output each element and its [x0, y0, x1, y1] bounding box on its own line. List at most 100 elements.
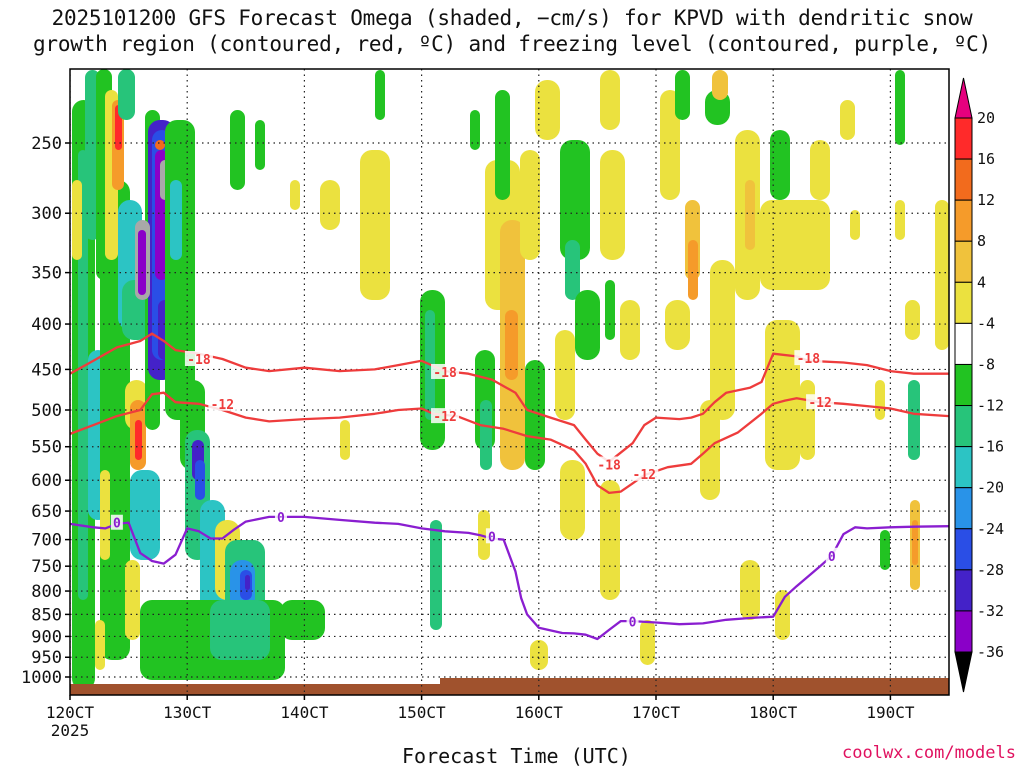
- colorbar-label: 20: [977, 109, 995, 127]
- colorbar-swatch: [954, 446, 973, 489]
- colorbar-swatch: [954, 610, 973, 653]
- x-axis-title: Forecast Time (UTC): [402, 744, 631, 768]
- omega-shade-cell: [135, 420, 142, 460]
- colorbar-swatch: [954, 281, 973, 324]
- omega-shade-cell: [665, 300, 690, 350]
- omega-shade-cell: [78, 150, 88, 600]
- y-tick-label: 700: [31, 531, 62, 551]
- contour-line: [70, 391, 949, 495]
- omega-shade-cell: [895, 200, 905, 240]
- colorbar-label: -24: [977, 520, 1004, 538]
- omega-shade-cell: [495, 90, 510, 200]
- contour-labels: -18 -18 -18 -18 -12 -12 -12 -12 0 0 0 0 0: [110, 350, 838, 631]
- colorbar: 20 16 12 8 4 -4 -8 -12 -16 -20 -24 -28 -32 -36: [954, 77, 1004, 693]
- y-tick-label: 450: [31, 360, 62, 380]
- x-tick-label: 180CT: [749, 703, 798, 722]
- x-tick-label: 190CT: [866, 703, 915, 722]
- omega-shade-cell: [170, 180, 182, 260]
- colorbar-label: 4: [977, 273, 986, 291]
- omega-shade-cell: [935, 200, 949, 350]
- colorbar-swatch: [954, 199, 973, 242]
- omega-shade-cell: [908, 380, 920, 460]
- credit-link[interactable]: coolwx.com/models: [842, 743, 1016, 763]
- omega-shade-cell: [525, 360, 545, 470]
- contour-label-bg: [595, 456, 624, 472]
- omega-shade-cell: [535, 80, 560, 140]
- contour-label-bg: [184, 351, 213, 367]
- colorbar-label: -32: [977, 602, 1004, 620]
- x-tick-label: 140CT: [280, 703, 329, 722]
- omega-shading: [72, 69, 949, 690]
- colorbar-swatch: [954, 569, 973, 612]
- omega-shade-cell: [675, 70, 690, 120]
- omega-shade-cell: [850, 210, 860, 240]
- contour-label-bg: [485, 528, 498, 544]
- x-tick-label: 130CT: [163, 703, 212, 722]
- omega-shade-cell: [195, 460, 205, 500]
- omega-shade-cell: [712, 70, 728, 100]
- omega-shade-cell: [880, 530, 890, 570]
- x-tick-label: 150CT: [398, 703, 447, 722]
- omega-shade-cell: [840, 100, 855, 140]
- y-tick-label: 950: [31, 648, 62, 668]
- colorbar-swatch: [954, 117, 973, 160]
- omega-shade-cell: [118, 69, 135, 120]
- contour-label: 0: [113, 517, 121, 532]
- contour-label-bg: [794, 350, 823, 366]
- contour-label: 0: [629, 616, 637, 631]
- omega-shade-cell: [775, 590, 790, 640]
- omega-shade-cell: [430, 520, 442, 630]
- omega-shade-cell: [505, 310, 518, 380]
- y-tick-label: 250: [31, 134, 62, 154]
- terrain-band: [70, 678, 949, 695]
- y-tick-label: 300: [31, 204, 62, 224]
- colorbar-label: -28: [977, 561, 1004, 579]
- chart-title-line-2: growth region (contoured, red, ºC) and f…: [32, 32, 992, 56]
- omega-shade-cell: [478, 510, 490, 560]
- y-tick-label: 400: [31, 315, 62, 335]
- omega-shade-cell: [470, 110, 480, 150]
- omega-shade-cell: [760, 200, 830, 290]
- omega-shade-cell: [905, 300, 920, 340]
- omega-shade-cell: [255, 120, 265, 170]
- omega-shade-cell: [230, 110, 245, 190]
- omega-shade-cell: [620, 300, 640, 360]
- colorbar-label: -20: [977, 479, 1004, 497]
- colorbar-swatch: [954, 363, 973, 407]
- y-tick-label: 800: [31, 582, 62, 602]
- omega-shade-cell: [765, 320, 800, 470]
- chart-title-line-1: 2025101200 GFS Forecast Omega (shaded, −…: [51, 6, 973, 30]
- contour-label: 0: [277, 511, 285, 526]
- omega-shade-cell: [530, 640, 548, 670]
- y-tick-label: 500: [31, 401, 62, 421]
- x-tick-label: 160CT: [515, 703, 564, 722]
- y-tick-label: 600: [31, 471, 62, 491]
- omega-shade-cell: [600, 150, 625, 260]
- contour-label-bg: [274, 508, 287, 524]
- contour-label-bg: [431, 363, 460, 379]
- omega-shade-cell: [520, 150, 540, 260]
- y-tick-label: 900: [31, 627, 62, 647]
- y-tick-label: 350: [31, 264, 62, 284]
- colorbar-swatch: [954, 158, 973, 201]
- terrain-fill: [70, 678, 949, 695]
- y-tick-label: 650: [31, 502, 62, 522]
- contour-label: -12: [211, 398, 234, 413]
- y-tick-label: 1000: [21, 668, 62, 688]
- colorbar-label: -16: [977, 438, 1004, 456]
- contour-label: -18: [187, 353, 211, 368]
- contour-label: -18: [797, 352, 821, 367]
- omega-shade-cell: [245, 575, 250, 590]
- colorbar-swatch: [954, 487, 973, 530]
- contour-line: [70, 515, 949, 641]
- contour-label-bg: [208, 395, 237, 411]
- colorbar-label: -36: [977, 643, 1004, 661]
- omega-shade-cell: [745, 180, 755, 250]
- colorbar-label: 16: [977, 150, 995, 168]
- colorbar-label: -8: [977, 355, 995, 373]
- x-tick-label: 120CT: [46, 703, 95, 722]
- omega-shade-cell: [560, 460, 585, 540]
- omega-shade-cell: [155, 140, 165, 150]
- omega-shade-cell: [210, 600, 270, 660]
